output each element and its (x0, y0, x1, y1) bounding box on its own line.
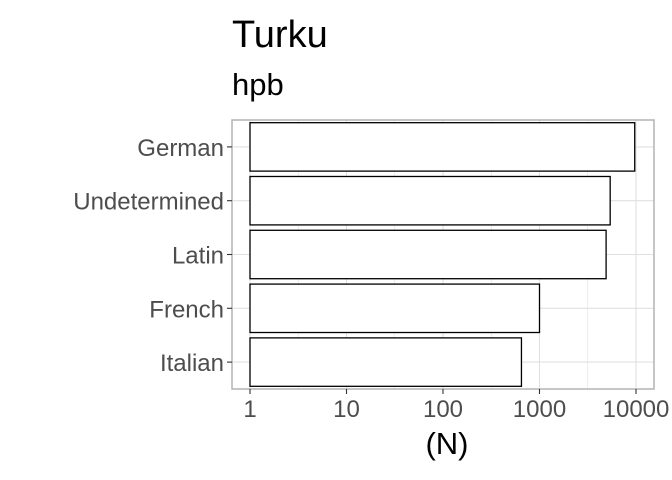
y-tick-label: Undetermined (73, 189, 224, 216)
bar-italian (249, 337, 523, 387)
y-tick-label: German (137, 135, 224, 162)
y-tick-label: Italian (160, 350, 224, 377)
x-tick-label: 10000 (603, 396, 670, 423)
bar-latin (249, 229, 607, 280)
y-axis: German Undetermined Latin French Italian (73, 135, 232, 377)
x-axis: 1 10 100 1000 10000 (243, 389, 669, 423)
bar-french (249, 283, 541, 334)
y-tick-label: Latin (172, 243, 224, 270)
x-axis-title: (N) (425, 426, 468, 461)
chart-title: Turku (232, 14, 328, 56)
x-tick-label: 100 (423, 396, 463, 423)
x-tick-label: 1000 (513, 396, 566, 423)
chart-subtitle: hpb (232, 67, 284, 102)
bar-german (249, 122, 636, 172)
x-tick-label: 10 (333, 396, 360, 423)
y-tick-label: French (149, 296, 224, 323)
bars (249, 122, 636, 387)
bar-undetermined (249, 175, 611, 226)
x-tick-label: 1 (243, 396, 256, 423)
